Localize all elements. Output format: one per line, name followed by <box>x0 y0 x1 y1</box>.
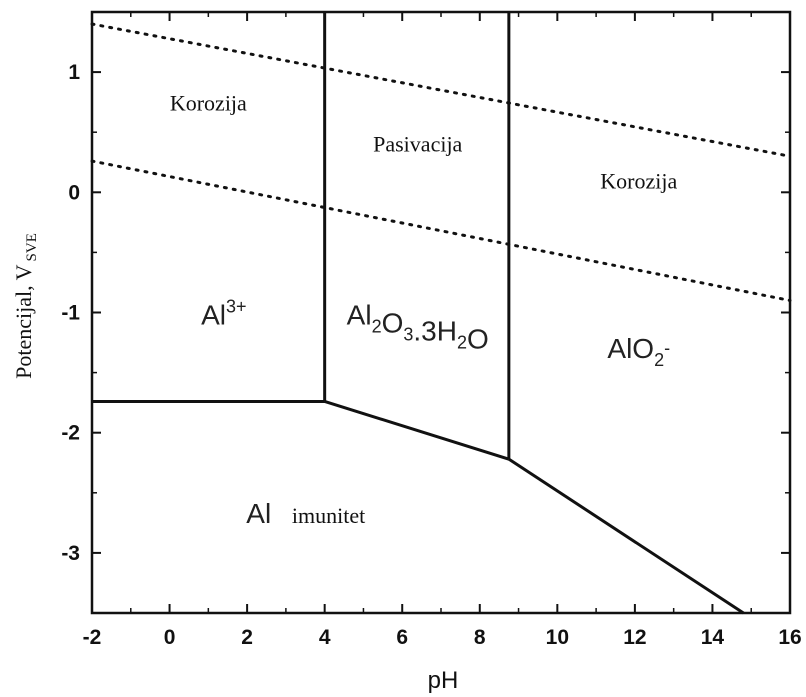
x-axis-title: pH <box>428 667 459 694</box>
imunitet-label: imunitet <box>292 503 365 528</box>
x-tick-label: -2 <box>83 626 102 649</box>
x-tick-label: 2 <box>241 626 253 649</box>
x-tick-label: 16 <box>778 626 801 649</box>
x-tick-label: 4 <box>319 626 331 649</box>
x-tick-label: 8 <box>474 626 486 649</box>
x-tick-label: 12 <box>623 626 646 649</box>
y-tick-label: -2 <box>61 422 80 445</box>
y-tick-label: -1 <box>61 302 80 325</box>
region-labels: Korozija Pasivacija Korozija Al3+ Al2O3.3H2O… <box>170 91 678 529</box>
y-tick-label: 1 <box>68 61 80 84</box>
al-species: Al <box>246 498 271 529</box>
al3-species: Al3+ <box>201 297 246 331</box>
x-tick-label: 0 <box>164 626 176 649</box>
y-axis-title-subscript: SVE <box>24 233 40 261</box>
water-lower-line <box>90 159 792 302</box>
axis-ticks <box>91 12 791 613</box>
oxide-al-boundary <box>324 400 510 461</box>
korozija-right: Korozija <box>600 169 677 194</box>
oxide-species: Al2O3.3H2O <box>347 300 489 355</box>
pasivacija: Pasivacija <box>373 131 462 156</box>
x-tick-label: 6 <box>396 626 408 649</box>
y-axis-title: Potencijal, V SVE <box>11 233 40 379</box>
alo2-species: AlO2- <box>607 333 670 370</box>
korozija-left: Korozija <box>170 91 247 116</box>
x-tick-label: 10 <box>546 626 569 649</box>
y-axis-title-main: Potencijal, V <box>11 264 36 379</box>
y-tick-label: 0 <box>68 181 80 204</box>
region-boundaries <box>90 12 792 615</box>
y-tick-label: -3 <box>61 542 80 565</box>
alo2-al-boundary <box>508 457 745 615</box>
water-upper-line <box>90 22 792 158</box>
x-tick-label: 14 <box>701 626 725 649</box>
